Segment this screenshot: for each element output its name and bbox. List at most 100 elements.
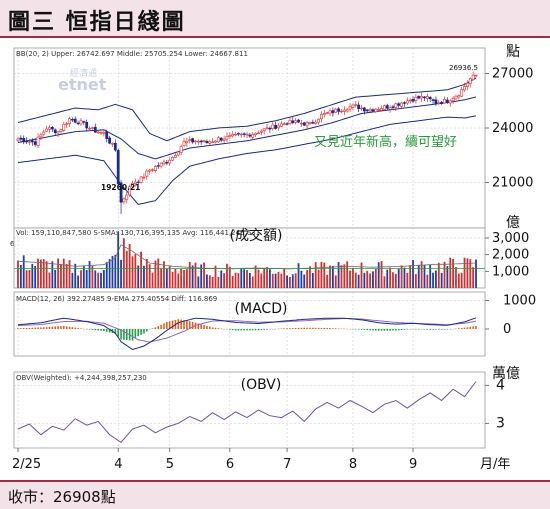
- candle-body: [239, 133, 243, 136]
- candle-body: [474, 74, 478, 77]
- candle-body: [248, 134, 252, 137]
- volume-bar: [463, 257, 466, 288]
- macd-histogram-bar: [88, 328, 91, 330]
- month-tick-label: 4: [114, 457, 122, 472]
- macd-histogram-bar: [263, 328, 265, 330]
- volume-bar: [194, 262, 197, 288]
- volume-bar: [85, 270, 88, 288]
- obv-info: OBV(Weighted): +4,244,398,257,230: [16, 374, 147, 382]
- candle-body: [294, 120, 298, 123]
- macd-histogram-bar: [257, 328, 260, 331]
- volume-bar: [214, 265, 217, 288]
- macd-histogram-bar: [120, 328, 122, 340]
- candle-body: [463, 86, 466, 91]
- macd-histogram-bar: [326, 327, 328, 329]
- volume-bar: [206, 274, 208, 288]
- volume-bar: [185, 269, 188, 288]
- candle-body: [299, 122, 303, 125]
- candle-body: [182, 141, 186, 146]
- volume-bar: [457, 273, 460, 288]
- macd-histogram-bar: [200, 324, 202, 329]
- macd-histogram-bar: [214, 327, 217, 329]
- candle-body: [171, 157, 174, 161]
- macd-histogram-bar: [297, 327, 300, 329]
- candle-body: [219, 137, 223, 141]
- volume-bar: [131, 256, 134, 288]
- volume-bar: [449, 257, 452, 288]
- volume-bar: [426, 274, 429, 288]
- candle-body: [291, 120, 295, 124]
- macd-histogram-bar: [403, 328, 406, 330]
- candle-body: [377, 108, 381, 111]
- candle-body: [159, 162, 163, 167]
- candle-body: [156, 165, 160, 167]
- volume-bar: [269, 269, 271, 288]
- candle-body: [19, 137, 23, 140]
- macd-histogram-bar: [283, 328, 286, 329]
- obv-panel-label: (OBV): [241, 377, 282, 393]
- macd-histogram-bar: [160, 324, 162, 329]
- candle-body: [42, 131, 46, 135]
- macd-histogram-bar: [22, 328, 25, 329]
- candle-body: [28, 141, 31, 143]
- volume-bar: [188, 262, 191, 288]
- volume-bar: [392, 272, 394, 288]
- candle-body: [468, 78, 472, 85]
- candle-body: [454, 95, 458, 100]
- candle-body: [179, 146, 183, 153]
- candle-body: [340, 110, 343, 113]
- macd-histogram-bar: [386, 328, 389, 331]
- chart-area: 經濟通 etnet BB(20, 2) Upper: 26742.697 Mid…: [6, 42, 546, 478]
- candle-body: [76, 122, 80, 125]
- macd-histogram-bar: [154, 327, 157, 329]
- candle-body: [50, 126, 54, 130]
- macd-histogram-bar: [392, 328, 394, 331]
- candle-body: [234, 133, 237, 136]
- volume-bar: [366, 270, 369, 288]
- macd-histogram-bar: [231, 328, 234, 331]
- candle-body: [211, 141, 215, 143]
- volume-bar: [443, 261, 446, 288]
- candle-body: [116, 150, 120, 185]
- volume-bar: [114, 254, 117, 288]
- volume-bar: [97, 272, 100, 288]
- macd-histogram-bar: [240, 328, 243, 331]
- month-tick-label: 9: [409, 457, 417, 472]
- volume-bar: [100, 272, 102, 288]
- candle-body: [139, 176, 143, 183]
- volume-bar: [294, 273, 297, 288]
- candle-body: [188, 139, 192, 141]
- macd-histogram-bar: [251, 328, 254, 331]
- candle-body: [111, 143, 114, 145]
- macd-histogram-bar: [34, 327, 36, 329]
- high-price-label: 26936.5: [449, 64, 478, 72]
- volume-bar: [65, 264, 68, 288]
- macd-histogram-bar: [45, 327, 48, 329]
- volume-bar: [228, 266, 231, 288]
- bb-lower-line: [17, 115, 477, 205]
- macd-histogram-bar: [97, 328, 99, 331]
- candle-body: [154, 166, 157, 171]
- candle-body: [357, 104, 361, 110]
- candle-body: [311, 122, 315, 124]
- candle-body: [237, 133, 240, 135]
- volume-bar: [88, 261, 91, 288]
- macd-histogram-bar: [463, 327, 466, 329]
- macd-histogram-bar: [286, 328, 288, 329]
- candle-body: [328, 110, 332, 114]
- macd-histogram-bar: [151, 328, 154, 329]
- candle-body: [185, 141, 189, 144]
- y-tick-label: 4: [496, 377, 505, 393]
- low-price-label: 19260.21: [101, 183, 140, 192]
- volume-bar: [309, 266, 311, 288]
- volume-bar: [148, 264, 151, 288]
- volume-bar: [314, 262, 317, 288]
- volume-bar: [403, 267, 406, 288]
- volume-bar: [125, 250, 128, 288]
- volume-bar: [197, 276, 200, 288]
- candle-body: [174, 155, 177, 158]
- volume-bar: [243, 269, 246, 288]
- candle-body: [334, 108, 338, 113]
- candle-body: [257, 132, 260, 135]
- candle-body: [417, 95, 421, 99]
